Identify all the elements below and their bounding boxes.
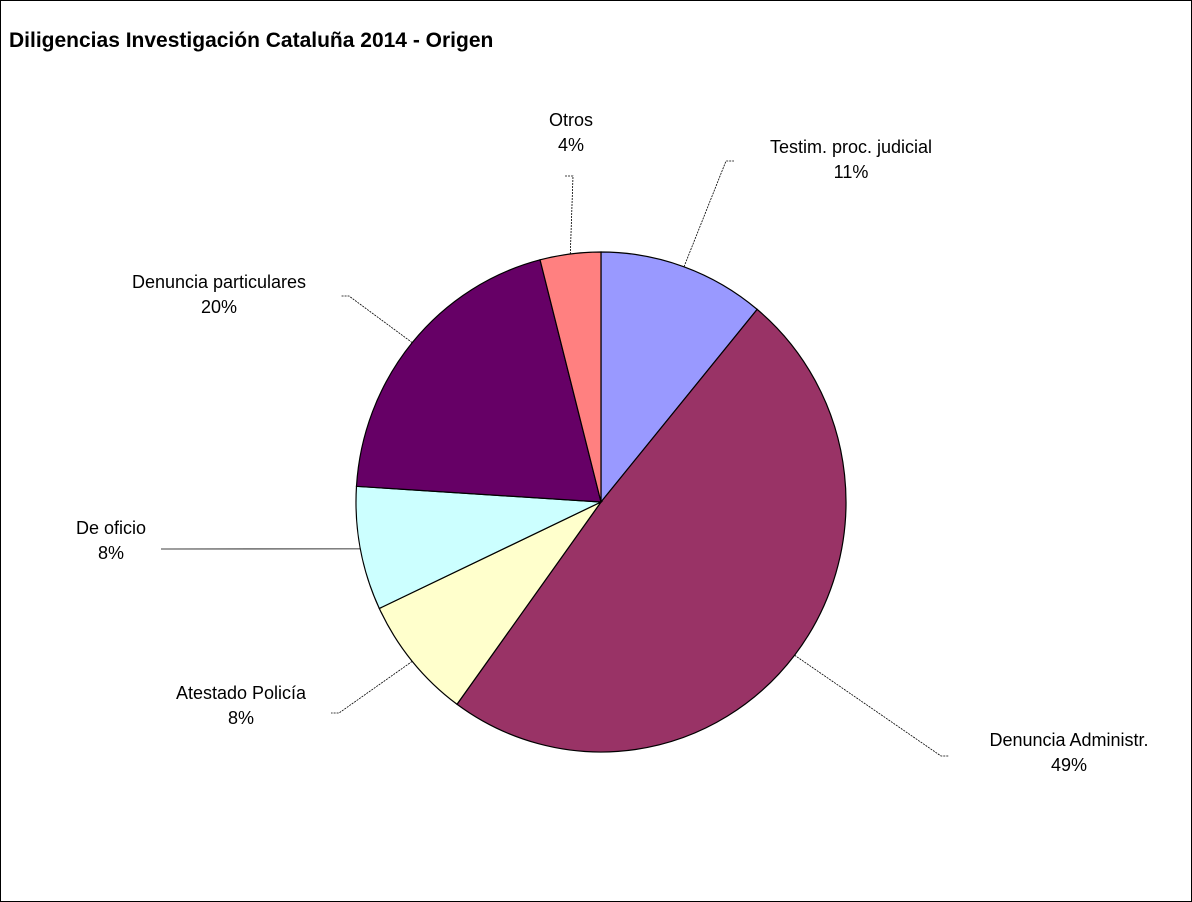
leader-line-testim-proc-judicial xyxy=(683,160,734,267)
slice-label-de-oficio: De oficio xyxy=(76,518,146,538)
slice-label-atestado-policia: Atestado Policía xyxy=(176,683,307,703)
chart-title: Diligencias Investigación Cataluña 2014 … xyxy=(9,29,494,52)
slice-label-otros: Otros xyxy=(549,110,593,130)
slice-percent-de-oficio: 8% xyxy=(98,543,124,563)
slice-percent-denuncia-administr: 49% xyxy=(1051,755,1087,775)
slice-label-denuncia-particulares: Denuncia particulares xyxy=(132,272,306,292)
leader-line-denuncia-administr xyxy=(794,654,949,757)
leader-line-otros xyxy=(565,175,574,254)
slice-label-denuncia-administr: Denuncia Administr. xyxy=(989,730,1148,750)
slice-percent-testim-proc-judicial: 11% xyxy=(834,162,869,182)
slice-label-testim-proc-judicial: Testim. proc. judicial xyxy=(770,137,932,157)
pie-slice-testim-proc-judicial xyxy=(600,251,759,504)
pie-slice-denuncia-administr xyxy=(456,308,847,753)
slice-percent-otros: 4% xyxy=(558,135,584,155)
slice-percent-atestado-policia: 8% xyxy=(228,708,254,728)
leader-line-denuncia-particulares xyxy=(341,295,413,343)
leader-lines-layer xyxy=(161,160,949,757)
slices-layer xyxy=(355,251,847,753)
slice-percent-denuncia-particulares: 20% xyxy=(201,297,237,317)
leader-line-atestado-policia xyxy=(331,661,413,714)
labels-layer: Testim. proc. judicial 11% Denuncia Admini… xyxy=(76,110,1149,775)
pie-slice-atestado-policia xyxy=(378,501,602,706)
pie-slice-otros xyxy=(539,251,602,503)
